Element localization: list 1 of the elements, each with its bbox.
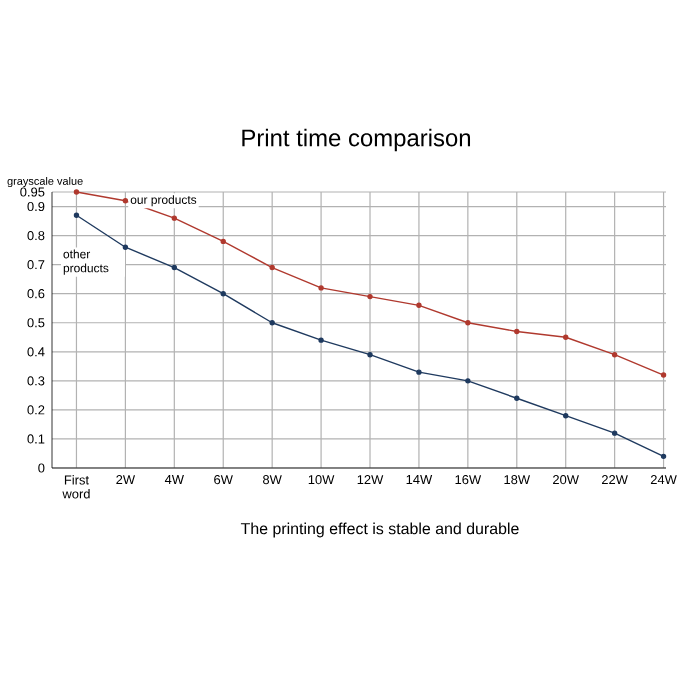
chart-title: Print time comparison xyxy=(242,128,471,152)
